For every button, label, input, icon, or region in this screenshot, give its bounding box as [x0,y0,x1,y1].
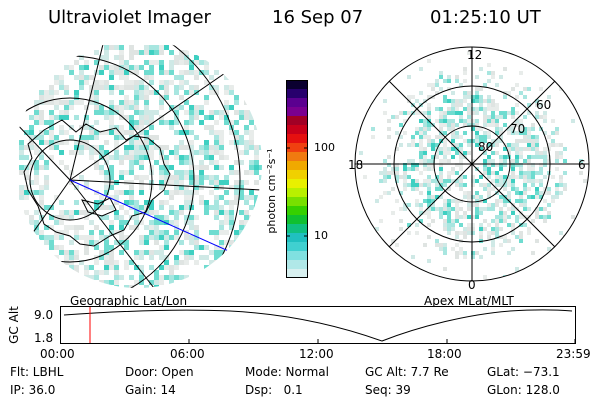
colorbar-segment [286,116,308,126]
colorbar-segment [286,251,308,261]
colorbar-units-label: photon cm⁻²s⁻¹ [265,148,278,234]
colorbar-tick-100: 100 [314,141,335,154]
mlat-label-80: 80 [478,140,494,154]
colorbar-segment [286,269,308,278]
colorbar-segment [286,152,308,162]
colorbar-segment [286,215,308,225]
info-gain: Gain: 14 [125,383,176,397]
altitude-ytick-max: 9.0 [34,308,54,322]
right-panel-caption: Apex MLat/MLT [424,294,514,308]
colorbar [286,80,308,278]
geographic-image-panel [14,40,262,288]
colorbar-segment [286,161,308,171]
left-panel-caption: Geographic Lat/Lon [70,294,188,308]
mlat-label-60: 60 [536,98,552,112]
altitude-xtick-4: 23:59 [556,347,591,361]
colorbar-segment [286,89,308,99]
colorbar-segment [286,206,308,216]
colorbar-segment [286,143,308,153]
altitude-ytick-min: 1.8 [34,331,54,345]
colorbar-segment [286,242,308,252]
info-glat: GLat: −73.1 [487,365,560,379]
altitude-plot [60,306,576,344]
altitude-xtick-0: 00:00 [40,347,75,361]
colorbar-segment [286,98,308,108]
colorbar-tick-10: 10 [314,229,328,242]
app-title: Ultraviolet Imager [48,7,211,28]
mlt-label-right: 6 [578,158,586,172]
mlt-label-bottom: 0 [468,278,476,292]
colorbar-segment [286,179,308,189]
altitude-xtick-1: 06:00 [170,347,205,361]
info-glon: GLon: 128.0 [487,383,560,397]
date-label: 16 Sep 07 [272,7,364,28]
mlt-label-left: 18 [348,158,364,172]
colorbar-segment [286,260,308,270]
time-label: 01:25:10 UT [430,7,541,28]
info-mode: Mode: Normal [245,365,329,379]
altitude-xtick-3: 18:00 [427,347,462,361]
info-seq: Seq: 39 [365,383,411,397]
colorbar-segment [286,224,308,234]
colorbar-segment [286,233,308,243]
info-ip: IP: 36.0 [10,383,56,397]
magnetic-image-panel [354,46,590,282]
colorbar-segment [286,134,308,144]
colorbar-segment [286,197,308,207]
info-dsp: Dsp: 0.1 [245,383,303,397]
altitude-ylabel: GC Alt [7,306,21,344]
info-door: Door: Open [125,365,194,379]
info-gc-alt: GC Alt: 7.7 Re [365,365,449,379]
info-flt: Flt: LBHL [10,365,64,379]
colorbar-segment [286,107,308,117]
colorbar-segment [286,170,308,180]
colorbar-segment [286,125,308,135]
right-auroral-image [359,51,587,279]
altitude-curve [63,309,573,342]
mlt-label-top: 12 [467,48,483,62]
colorbar-segment [286,188,308,198]
mlat-label-70: 70 [510,122,526,136]
colorbar-segment [286,80,308,90]
altitude-xtick-2: 12:00 [299,347,334,361]
